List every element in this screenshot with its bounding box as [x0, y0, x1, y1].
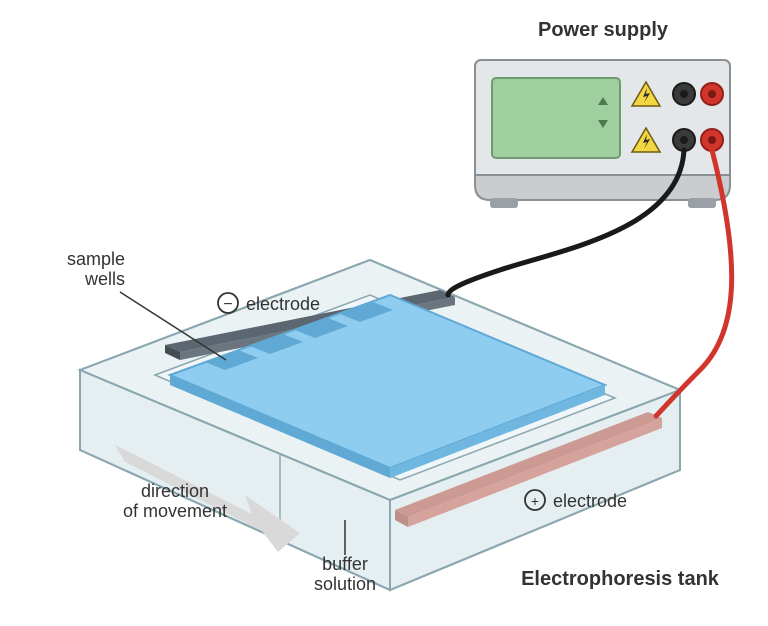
svg-text:−: − — [223, 296, 232, 313]
sample-wells-label-2: wells — [84, 269, 125, 289]
electrophoresis-tank — [80, 260, 680, 590]
power-supply-label: Power supply — [538, 19, 669, 41]
neg-electrode-label: − electrode — [218, 293, 320, 314]
sample-wells-label: sample — [67, 249, 125, 269]
electrophoresis-diagram: Power supply sample wells − electrode + … — [0, 0, 768, 626]
buffer-label: buffer — [322, 554, 368, 574]
svg-text:electrode: electrode — [246, 294, 320, 314]
buffer-label-2: solution — [314, 574, 376, 594]
direction-label-2: of movement — [123, 501, 227, 521]
tank-caption: Electrophoresis tank — [521, 568, 720, 590]
svg-text:electrode: electrode — [553, 491, 627, 511]
power-supply — [475, 60, 730, 208]
svg-text:+: + — [531, 493, 539, 509]
direction-label: direction — [141, 481, 209, 501]
